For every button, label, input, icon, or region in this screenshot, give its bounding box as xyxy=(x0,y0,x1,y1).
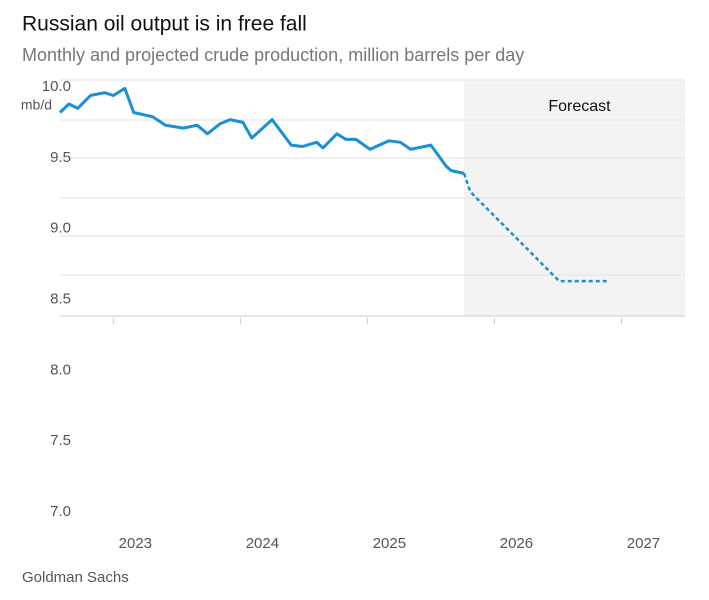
y-tick-label: 9.5 xyxy=(50,149,71,166)
y-tick-label: 7.5 xyxy=(50,432,71,449)
x-tick-label: 2026 xyxy=(500,535,533,552)
chart-subtitle: Monthly and projected crude production, … xyxy=(22,45,524,65)
x-tick-label: 2023 xyxy=(119,535,152,552)
y-unit: mb/d xyxy=(21,97,52,113)
y-tick-label: 8.5 xyxy=(50,290,71,307)
y-tick-label: 8.0 xyxy=(50,361,71,378)
chart-title: Russian oil output is in free fall xyxy=(22,13,307,36)
plot-frame xyxy=(60,79,685,317)
source: Goldman Sachs xyxy=(22,569,129,586)
y-tick-label: 9.0 xyxy=(50,220,71,237)
y-tick-label: 7.0 xyxy=(50,503,71,520)
series-line xyxy=(58,86,465,175)
y-tick-label: 10.0 xyxy=(42,78,71,95)
annotation: Forecast xyxy=(548,98,611,115)
series-line xyxy=(462,172,609,283)
x-tick-label: 2024 xyxy=(246,535,279,552)
x-tick-label: 2025 xyxy=(373,535,406,552)
x-tick-label: 2027 xyxy=(627,535,660,552)
